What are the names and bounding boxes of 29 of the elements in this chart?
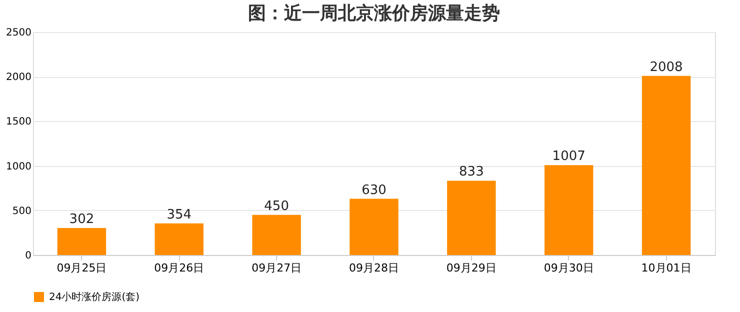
y-tick-label: 500 (12, 206, 32, 217)
y-tick-label: 1000 (6, 161, 32, 172)
x-tick-label: 09月28日 (349, 262, 399, 274)
y-tick-label: 1500 (6, 116, 32, 128)
x-tick-label: 09月27日 (252, 262, 302, 274)
y-tick-label: 2500 (6, 28, 32, 38)
x-tick-label: 09月26日 (154, 262, 204, 274)
data-label: 833 (459, 164, 484, 180)
x-tick-label: 09月29日 (446, 262, 496, 274)
bar (544, 165, 594, 255)
chart-title: 图：近一周北京涨价房源量走势 (248, 3, 500, 24)
x-tick-label: 10月01日 (641, 262, 692, 274)
y-tick-label: 0 (25, 250, 32, 262)
y-tick-label: 2000 (6, 72, 32, 84)
data-label: 302 (69, 212, 94, 228)
x-tick-label: 09月25日 (56, 262, 107, 274)
data-label: 354 (166, 207, 192, 222)
data-label: 2008 (650, 60, 683, 75)
data-label: 630 (362, 182, 386, 198)
bar (642, 76, 691, 255)
data-label: 1007 (552, 149, 586, 164)
x-tick-label: 09月30日 (544, 262, 594, 274)
bar (447, 180, 496, 255)
bar (154, 223, 204, 255)
legend-label: 24小时涨价房源(套) (49, 291, 140, 303)
bar (252, 214, 301, 255)
bar (57, 228, 106, 255)
data-label: 450 (264, 198, 289, 214)
bar (350, 198, 398, 255)
